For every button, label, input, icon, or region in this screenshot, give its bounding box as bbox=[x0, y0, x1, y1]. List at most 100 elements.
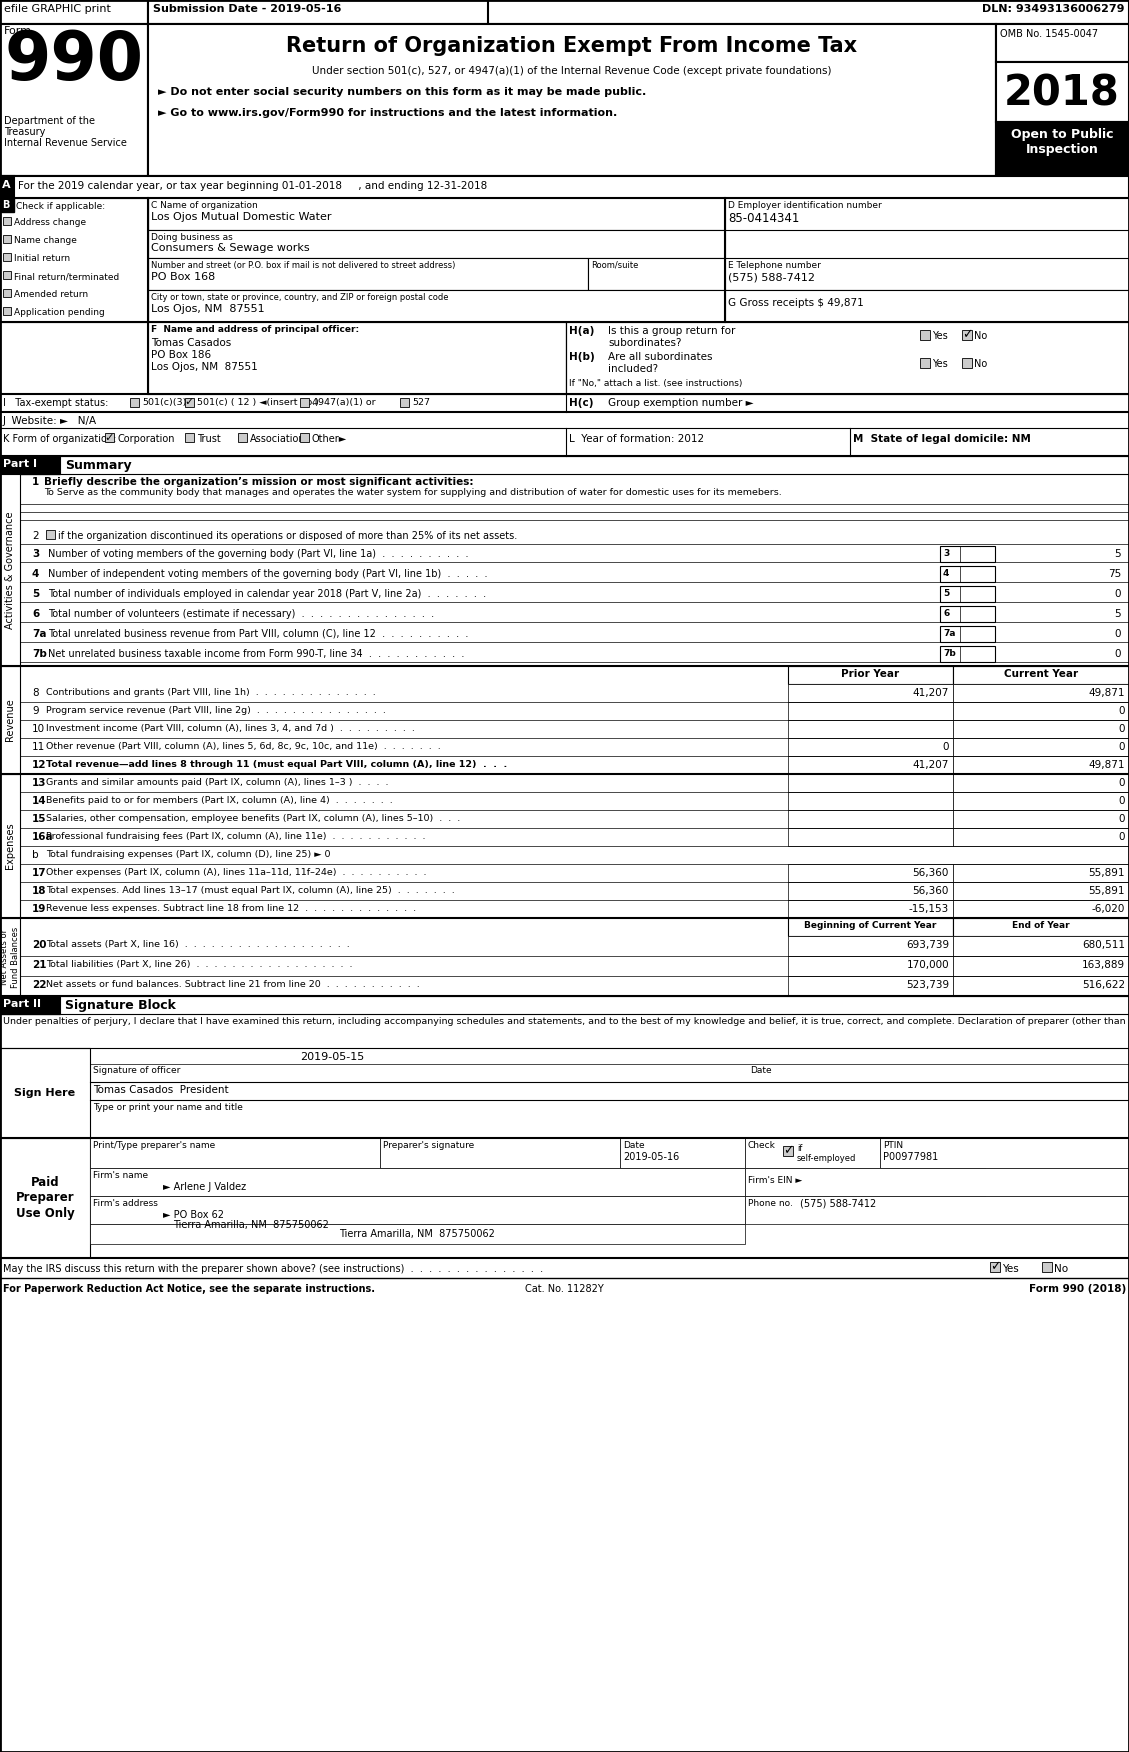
Bar bbox=[996, 61, 1129, 123]
Bar bbox=[90, 1169, 745, 1197]
Text: ✓: ✓ bbox=[185, 398, 194, 408]
Bar bbox=[953, 829, 1129, 846]
Text: 0: 0 bbox=[1119, 832, 1124, 843]
Bar bbox=[0, 25, 148, 175]
Text: 0: 0 bbox=[1119, 743, 1124, 752]
Text: City or town, state or province, country, and ZIP or foreign postal code: City or town, state or province, country… bbox=[151, 293, 448, 301]
Text: b: b bbox=[32, 850, 38, 860]
Bar bbox=[46, 531, 55, 540]
Text: To Serve as the community body that manages and operates the water system for su: To Serve as the community body that mana… bbox=[44, 489, 781, 498]
Text: 3: 3 bbox=[32, 548, 40, 559]
Text: No: No bbox=[974, 331, 987, 342]
Text: 6: 6 bbox=[943, 610, 949, 618]
Text: ► Go to www.irs.gov/Form990 for instructions and the latest information.: ► Go to www.irs.gov/Form990 for instruct… bbox=[158, 109, 618, 117]
Text: 41,207: 41,207 bbox=[912, 760, 949, 769]
Text: ✓: ✓ bbox=[782, 1144, 794, 1158]
Text: Contributions and grants (Part VIII, line 1h)  .  .  .  .  .  .  .  .  .  .  .  : Contributions and grants (Part VIII, lin… bbox=[46, 689, 376, 697]
Text: Total assets (Part X, line 16)  .  .  .  .  .  .  .  .  .  .  .  .  .  .  .  .  : Total assets (Part X, line 16) . . . . .… bbox=[46, 941, 350, 950]
Bar bbox=[60, 456, 1129, 475]
Text: Part II: Part II bbox=[3, 999, 41, 1009]
Text: Under penalties of perjury, I declare that I have examined this return, includin: Under penalties of perjury, I declare th… bbox=[3, 1016, 1129, 1027]
Text: K Form of organization:: K Form of organization: bbox=[3, 434, 116, 443]
Text: Benefits paid to or for members (Part IX, column (A), line 4)  .  .  .  .  .  . : Benefits paid to or for members (Part IX… bbox=[46, 795, 393, 804]
Bar bbox=[788, 666, 953, 683]
Bar bbox=[962, 329, 972, 340]
Text: Revenue less expenses. Subtract line 18 from line 12  .  .  .  .  .  .  .  .  . : Revenue less expenses. Subtract line 18 … bbox=[46, 904, 417, 913]
Bar bbox=[788, 957, 953, 976]
Text: Briefly describe the organization’s mission or most significant activities:: Briefly describe the organization’s miss… bbox=[44, 477, 473, 487]
Bar bbox=[0, 175, 14, 198]
Text: 41,207: 41,207 bbox=[912, 689, 949, 697]
Text: Signature of officer: Signature of officer bbox=[93, 1065, 181, 1076]
Text: Yes: Yes bbox=[933, 331, 947, 342]
Bar bbox=[3, 252, 11, 261]
Text: I   Tax-exempt status:: I Tax-exempt status: bbox=[3, 398, 108, 408]
Text: Address change: Address change bbox=[14, 217, 86, 228]
Text: Los Ojos, NM  87551: Los Ojos, NM 87551 bbox=[151, 363, 257, 371]
Bar bbox=[788, 901, 953, 918]
Text: Activities & Governance: Activities & Governance bbox=[5, 512, 15, 629]
Text: if the organization discontinued its operations or disposed of more than 25% of : if the organization discontinued its ope… bbox=[58, 531, 517, 541]
Text: 49,871: 49,871 bbox=[1088, 689, 1124, 697]
Bar bbox=[148, 258, 588, 291]
Bar bbox=[185, 433, 194, 442]
Text: Check: Check bbox=[749, 1141, 776, 1149]
Text: 0: 0 bbox=[1119, 778, 1124, 788]
Text: Salaries, other compensation, employee benefits (Part IX, column (A), lines 5–10: Salaries, other compensation, employee b… bbox=[46, 815, 461, 823]
Bar bbox=[1042, 1261, 1052, 1272]
Text: ✓: ✓ bbox=[105, 433, 114, 443]
Text: 4: 4 bbox=[32, 569, 40, 578]
Bar bbox=[0, 774, 20, 918]
Bar bbox=[953, 957, 1129, 976]
Text: Signature Block: Signature Block bbox=[65, 999, 176, 1013]
Bar bbox=[130, 398, 139, 406]
Text: Summary: Summary bbox=[65, 459, 132, 471]
Text: 163,889: 163,889 bbox=[1082, 960, 1124, 971]
Text: 19: 19 bbox=[32, 904, 46, 915]
Text: 5: 5 bbox=[1114, 548, 1121, 559]
Text: 85-0414341: 85-0414341 bbox=[728, 212, 799, 224]
Bar bbox=[788, 936, 953, 957]
Text: 680,511: 680,511 bbox=[1082, 941, 1124, 950]
Bar bbox=[0, 666, 20, 774]
Text: (575) 588-7412: (575) 588-7412 bbox=[728, 272, 815, 282]
Bar bbox=[0, 475, 20, 666]
Text: 2019-05-16: 2019-05-16 bbox=[623, 1153, 680, 1162]
Bar bbox=[788, 738, 953, 757]
Bar bbox=[400, 398, 409, 406]
Text: 20: 20 bbox=[32, 941, 46, 950]
Text: 527: 527 bbox=[412, 398, 430, 406]
Bar bbox=[788, 792, 953, 809]
Text: 11: 11 bbox=[32, 743, 45, 752]
Bar bbox=[920, 357, 930, 368]
Bar bbox=[953, 720, 1129, 738]
Text: Firm's name: Firm's name bbox=[93, 1170, 148, 1181]
Text: 0: 0 bbox=[943, 743, 949, 752]
Text: ✓: ✓ bbox=[990, 1260, 1000, 1274]
Text: Total liabilities (Part X, line 26)  .  .  .  .  .  .  .  .  .  .  .  .  .  .  .: Total liabilities (Part X, line 26) . . … bbox=[46, 960, 352, 969]
Text: Room/suite: Room/suite bbox=[590, 261, 638, 270]
Text: Open to Public
Inspection: Open to Public Inspection bbox=[1010, 128, 1113, 156]
Text: 75: 75 bbox=[1108, 569, 1121, 578]
Text: 15: 15 bbox=[32, 815, 46, 823]
Text: 9: 9 bbox=[32, 706, 38, 717]
Text: Under section 501(c), 527, or 4947(a)(1) of the Internal Revenue Code (except pr: Under section 501(c), 527, or 4947(a)(1)… bbox=[313, 67, 832, 75]
Text: A: A bbox=[2, 180, 10, 189]
Text: Other►: Other► bbox=[312, 434, 348, 443]
Text: 14: 14 bbox=[32, 795, 46, 806]
Bar bbox=[148, 198, 725, 230]
Bar bbox=[953, 918, 1129, 936]
Text: Investment income (Part VIII, column (A), lines 3, 4, and 7d )  .  .  .  .  .  .: Investment income (Part VIII, column (A)… bbox=[46, 724, 414, 732]
Text: PO Box 168: PO Box 168 bbox=[151, 272, 216, 282]
Text: Firm's EIN ►: Firm's EIN ► bbox=[749, 1176, 803, 1184]
Bar bbox=[0, 918, 20, 995]
Text: 55,891: 55,891 bbox=[1088, 887, 1124, 895]
Bar bbox=[90, 1139, 380, 1169]
Text: 16a: 16a bbox=[32, 832, 53, 843]
Bar bbox=[953, 792, 1129, 809]
Bar bbox=[725, 198, 1129, 230]
Bar bbox=[148, 322, 566, 394]
Text: 56,360: 56,360 bbox=[912, 887, 949, 895]
Bar bbox=[788, 864, 953, 881]
Bar bbox=[745, 1139, 879, 1169]
